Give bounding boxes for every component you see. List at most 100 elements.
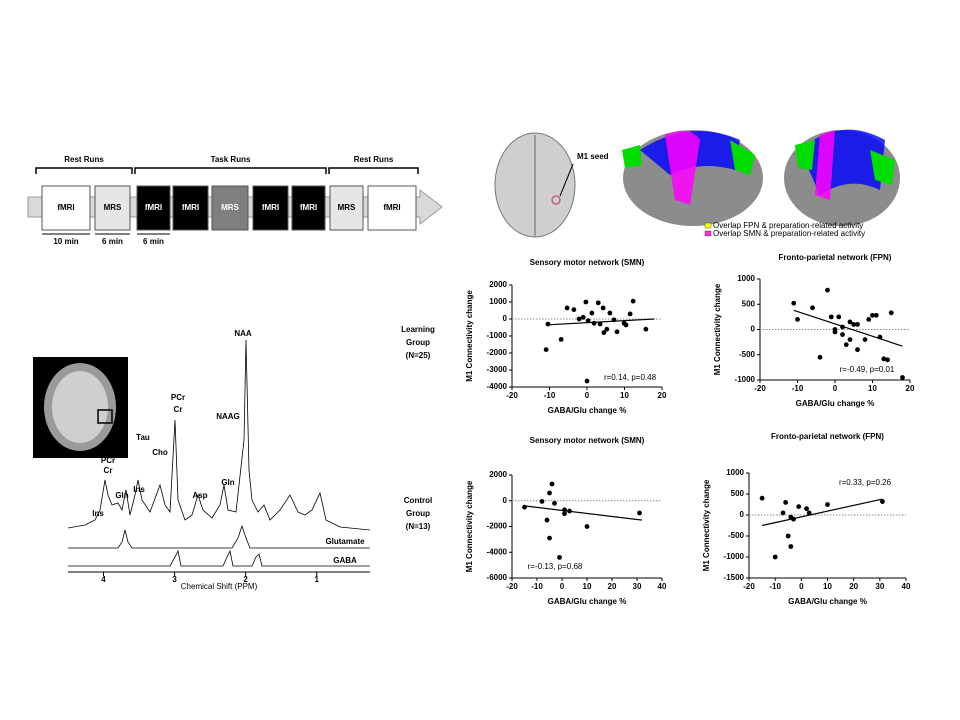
point: [888, 310, 894, 316]
activation-magenta: [665, 131, 700, 205]
point: [591, 320, 597, 326]
point: [870, 312, 875, 318]
y-tick-label: 2000: [489, 280, 507, 289]
peak-label: Cr: [104, 466, 113, 475]
activation-magenta: [815, 130, 835, 200]
point: [547, 535, 552, 541]
mri-voxel: [97, 409, 113, 424]
point: [759, 495, 765, 501]
y-tick-label: -1000: [724, 552, 745, 561]
trend-line: [761, 498, 883, 527]
point: [817, 354, 823, 360]
run-box: [291, 185, 326, 231]
spectrum-trace: [67, 339, 371, 531]
x-tick-label: 0: [560, 582, 565, 591]
peak-label: Gln: [115, 491, 128, 500]
y-tick-label: -2000: [487, 348, 508, 357]
point: [855, 347, 860, 353]
duration-label: 6 min: [143, 237, 164, 246]
point: [567, 508, 572, 514]
x-tick-label: -10: [792, 384, 804, 393]
x-tick-label: 4: [101, 575, 106, 584]
y-tick-label: 0: [503, 314, 508, 323]
point: [564, 305, 570, 311]
y-tick-label: -2000: [487, 522, 508, 531]
point: [549, 481, 555, 487]
point: [547, 490, 552, 496]
point: [571, 307, 577, 313]
phase-bracket: [35, 167, 133, 174]
point: [614, 329, 620, 335]
x-tick-label: 2: [243, 575, 248, 584]
legend-swatch: [704, 230, 712, 237]
y-tick-label: -500: [728, 531, 745, 540]
peak-label: PCr: [171, 393, 185, 402]
peak-label: Cho: [152, 448, 168, 457]
point: [627, 311, 633, 317]
x-axis-label: Chemical Shift (PPM): [181, 582, 258, 591]
chart-title: Fronto-parietal network (FPN): [779, 253, 892, 262]
x-tick-label: 10: [823, 582, 832, 591]
point: [862, 337, 868, 342]
point: [595, 300, 601, 306]
run-box: [94, 185, 131, 231]
y-tick-label: 0: [503, 496, 508, 505]
x-tick-label: 40: [658, 582, 667, 591]
point: [522, 504, 527, 510]
point: [539, 498, 545, 504]
x-tick-label: 30: [875, 582, 884, 591]
run-label: fMRI: [182, 203, 199, 212]
point: [584, 378, 590, 384]
y-tick-label: -1000: [487, 331, 508, 340]
seed-label: M1 seed: [577, 152, 609, 161]
mri-brain: [52, 371, 108, 443]
run-label: fMRI: [262, 203, 279, 212]
point: [877, 334, 883, 340]
x-tick-label: 0: [585, 391, 590, 400]
run-label: fMRI: [300, 203, 317, 212]
point: [562, 507, 567, 513]
y-tick-label: -500: [739, 350, 756, 359]
x-tick-label: 0: [799, 582, 804, 591]
point: [900, 375, 905, 380]
phase-bracket: [328, 167, 419, 174]
point: [545, 321, 551, 327]
point: [783, 500, 789, 505]
run-label: MRS: [104, 203, 122, 212]
trace-label: GABA: [333, 556, 357, 565]
group-label: Learning: [401, 325, 435, 334]
y-tick-label: 500: [742, 299, 756, 308]
m1-seed-marker: [551, 195, 561, 205]
run-box: [41, 185, 91, 231]
x-tick-label: 10: [620, 391, 629, 400]
x-tick-label: -20: [506, 391, 518, 400]
legend-label: Overlap SMN & preparation-related activi…: [713, 229, 865, 238]
annotation: r=-0.49, p=0.01: [840, 365, 895, 374]
legend-label: Overlap FPN & preparation-related activi…: [713, 221, 863, 230]
y-axis-label: M1 Connectivity change: [465, 480, 474, 572]
annotation: r=0.14, p=0.48: [604, 373, 657, 382]
point: [806, 510, 812, 516]
peak-label: Cr: [174, 405, 183, 414]
point: [552, 500, 557, 506]
group-label: Control: [404, 496, 432, 505]
point: [557, 555, 562, 560]
y-axis-label: M1 Connectivity change: [465, 290, 474, 382]
run-label: MRS: [338, 203, 356, 212]
point: [580, 314, 586, 320]
peak-label: NAAG: [216, 412, 240, 421]
point: [601, 330, 607, 335]
x-tick-label: 40: [902, 582, 911, 591]
run-box: [329, 185, 364, 231]
y-tick-label: 1000: [737, 274, 755, 283]
point: [584, 524, 590, 529]
y-tick-label: 1000: [726, 468, 744, 477]
run-label: fMRI: [57, 203, 74, 212]
point: [840, 332, 845, 337]
run-label: MRS: [221, 203, 239, 212]
phase-label: Task Runs: [211, 155, 251, 164]
activation-green: [622, 140, 755, 175]
y-tick-label: -4000: [487, 547, 508, 556]
run-label: fMRI: [383, 203, 400, 212]
